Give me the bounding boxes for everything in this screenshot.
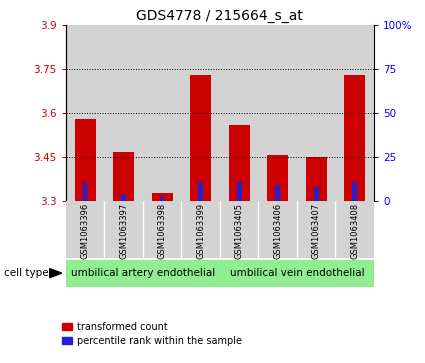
Bar xyxy=(335,201,374,258)
Bar xyxy=(74,119,96,201)
Bar xyxy=(105,25,143,201)
Bar xyxy=(352,182,357,201)
Bar xyxy=(306,158,327,201)
Bar xyxy=(275,185,280,201)
Text: GSM1063398: GSM1063398 xyxy=(158,203,167,260)
Text: GSM1063399: GSM1063399 xyxy=(196,203,205,259)
Bar xyxy=(258,201,297,258)
Text: GSM1063397: GSM1063397 xyxy=(119,203,128,260)
Bar xyxy=(143,25,181,201)
Bar xyxy=(297,25,335,201)
Bar xyxy=(83,182,88,201)
Bar xyxy=(220,201,258,258)
Text: GSM1063405: GSM1063405 xyxy=(235,203,244,259)
Bar xyxy=(113,152,134,201)
Bar xyxy=(237,182,241,201)
Bar xyxy=(198,182,203,201)
Bar xyxy=(335,25,374,201)
Bar xyxy=(66,260,220,287)
Bar xyxy=(66,201,105,258)
Bar xyxy=(267,155,288,201)
Bar xyxy=(314,187,318,201)
Legend: transformed count, percentile rank within the sample: transformed count, percentile rank withi… xyxy=(62,322,242,346)
Bar xyxy=(220,25,258,201)
Text: umbilical vein endothelial: umbilical vein endothelial xyxy=(230,268,364,278)
Bar xyxy=(229,125,250,201)
Bar xyxy=(160,197,164,201)
Bar xyxy=(122,194,126,201)
Bar xyxy=(66,25,105,201)
Text: GSM1063396: GSM1063396 xyxy=(81,203,90,260)
Bar xyxy=(297,201,335,258)
Text: GSM1063408: GSM1063408 xyxy=(350,203,359,259)
Polygon shape xyxy=(50,269,62,278)
Bar xyxy=(181,25,220,201)
Bar xyxy=(190,75,211,201)
Title: GDS4778 / 215664_s_at: GDS4778 / 215664_s_at xyxy=(136,9,303,23)
Text: umbilical artery endothelial: umbilical artery endothelial xyxy=(71,268,215,278)
Bar xyxy=(258,25,297,201)
Bar xyxy=(181,201,220,258)
Text: GSM1063407: GSM1063407 xyxy=(312,203,321,259)
Text: GSM1063406: GSM1063406 xyxy=(273,203,282,259)
Bar xyxy=(105,201,143,258)
Text: cell type: cell type xyxy=(4,268,49,278)
Bar xyxy=(143,201,181,258)
Bar xyxy=(152,193,173,201)
Bar xyxy=(220,260,374,287)
Bar xyxy=(344,75,366,201)
